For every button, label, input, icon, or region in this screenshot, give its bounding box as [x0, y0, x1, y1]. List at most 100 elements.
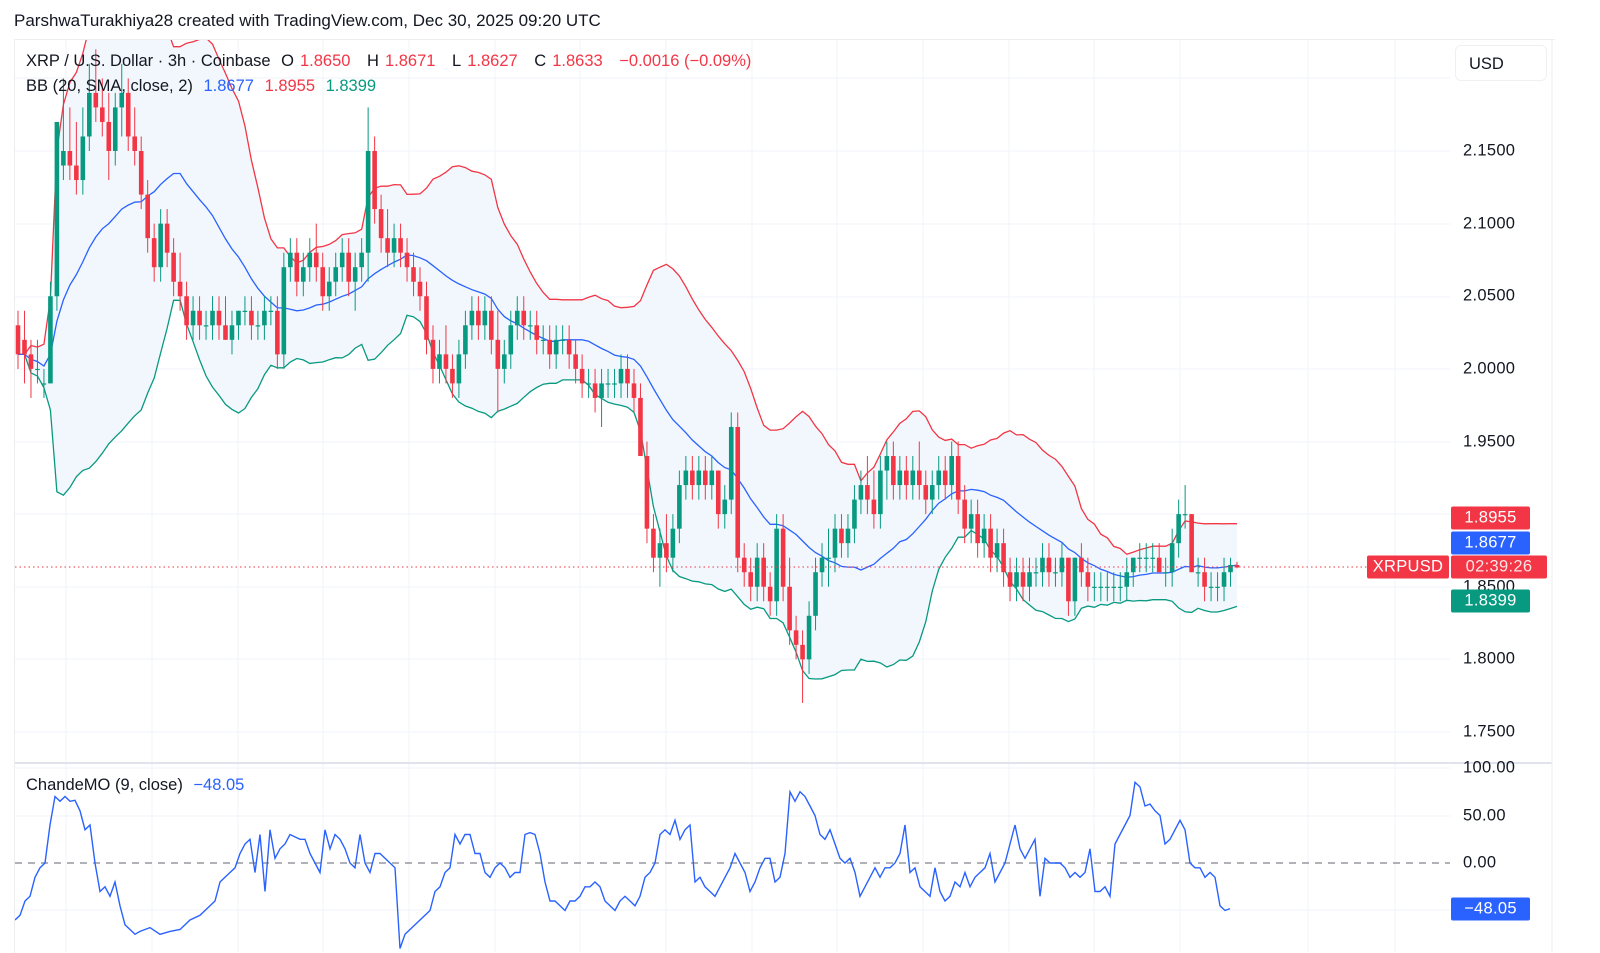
candle-body [962, 499, 967, 529]
candle-body [631, 383, 637, 398]
price-tick-label: 1.9500 [1463, 432, 1516, 450]
candle-body [1234, 564, 1240, 568]
candle-body [780, 528, 786, 587]
price-tick-label: 2.0500 [1463, 286, 1516, 305]
candle-body [352, 267, 358, 282]
candle-body [1007, 572, 1013, 587]
candle-body [171, 252, 176, 282]
bb-legend[interactable]: BB (20, SMA, close, 2) 1.8677 1.8955 1.8… [26, 77, 382, 96]
candle-body [735, 426, 741, 558]
candle-body [1092, 586, 1097, 588]
candle-body [852, 499, 857, 529]
bb-lower-price-tag: 1.8399 [1451, 589, 1530, 613]
candle-body [936, 470, 942, 486]
candle-body [54, 121, 60, 297]
bb-basis-price-tag: 1.8677 [1451, 531, 1530, 555]
candle-body [910, 470, 916, 486]
cmo-legend[interactable]: ChandeMO (9, close) −48.05 [26, 776, 250, 795]
candle-body [203, 325, 209, 327]
candle-body [112, 107, 118, 151]
symbol-tag: XRPUSD [1367, 555, 1449, 579]
candle-body [754, 557, 760, 587]
chart-frame[interactable] [14, 39, 1555, 953]
candle-body [450, 368, 455, 384]
candle-body [145, 194, 150, 239]
candle-body [378, 209, 384, 239]
close-label: C [534, 52, 547, 70]
candle-body [229, 325, 235, 340]
candle-body [1143, 557, 1149, 559]
candle-body [1215, 586, 1220, 588]
candle-body [916, 470, 922, 486]
candle-body [540, 339, 546, 342]
candle-body [981, 528, 987, 544]
candle-body [599, 383, 604, 398]
symbol-title[interactable]: XRP / U.S. Dollar · 3h · Coinbase [26, 52, 271, 70]
price-series [15, 40, 1240, 703]
candle-body [1150, 557, 1156, 559]
candle-body [236, 310, 241, 326]
chart-credit: ParshwaTurakhiya28 created with TradingV… [14, 11, 601, 30]
candle-body [1221, 572, 1227, 587]
candle-body [288, 252, 293, 268]
candle-body [566, 339, 572, 355]
candle-body [573, 354, 578, 369]
candle-body [489, 310, 494, 340]
symbol-legend[interactable]: XRP / U.S. Dollar · 3h · Coinbase O 1.865… [26, 52, 757, 71]
candle-body [281, 267, 287, 355]
candle-body [728, 426, 734, 500]
candle-body [1001, 543, 1006, 573]
candle-body [197, 310, 202, 326]
candle-body [1079, 557, 1084, 573]
candle-body [508, 325, 514, 355]
candle-body [482, 310, 488, 326]
candle-body [1176, 514, 1181, 544]
change-value: −0.0016 (−0.09%) [619, 52, 752, 70]
candle-body [1163, 572, 1168, 574]
bb-band-fill [18, 40, 1237, 679]
currency-button[interactable]: USD [1455, 45, 1547, 81]
candle-body [372, 151, 377, 210]
cmo-value-tag: −48.05 [1451, 897, 1530, 921]
candle-body [177, 281, 183, 297]
candle-body [87, 92, 92, 137]
cmo-label[interactable]: ChandeMO (9, close) [26, 776, 183, 794]
candle-body [1033, 572, 1039, 574]
candle-body [1156, 557, 1162, 573]
candle-body [813, 572, 818, 616]
candle-body [923, 485, 929, 500]
cmo-tick-label: 50.00 [1463, 806, 1506, 824]
bb-label[interactable]: BB (20, SMA, close, 2) [26, 77, 193, 95]
candle-body [1040, 557, 1045, 573]
candle-body [138, 151, 144, 195]
candle-body [994, 543, 1000, 558]
candle-body [1072, 557, 1078, 602]
cmo-line [15, 780, 1231, 949]
candle-body [132, 136, 138, 151]
candle-body [41, 383, 47, 385]
candle-body [1059, 557, 1065, 573]
candle-body [787, 586, 792, 631]
candle-body [1202, 572, 1207, 587]
candle-body [968, 514, 974, 529]
candle-body [709, 470, 715, 486]
candle-body [722, 499, 728, 515]
candle-body [22, 339, 27, 355]
candle-body [748, 572, 753, 587]
candle-body [476, 310, 481, 326]
candle-body [521, 310, 527, 326]
candle-body [119, 92, 125, 108]
candle-body [560, 339, 565, 342]
candle-body [592, 383, 598, 398]
candle-body [1117, 586, 1123, 588]
price-tick-label: 2.1500 [1463, 141, 1516, 160]
candle-body [1020, 572, 1026, 587]
candle-body [858, 485, 864, 500]
candle-body [703, 470, 708, 486]
candle-body [904, 470, 909, 486]
candle-body [638, 397, 643, 457]
candle-body [93, 92, 99, 108]
candle-body [502, 354, 507, 369]
candle-body [1169, 543, 1175, 573]
